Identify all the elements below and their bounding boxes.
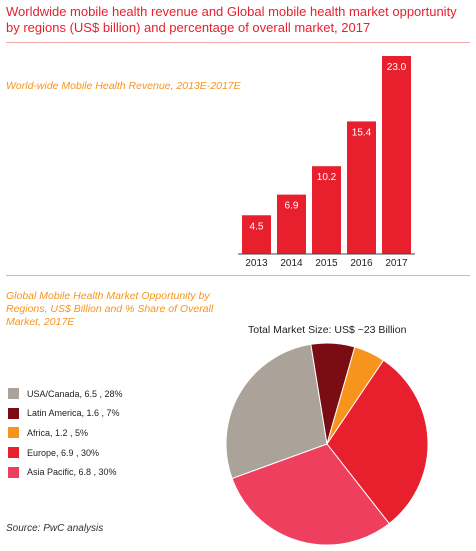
pie-slice [326, 359, 429, 525]
bar-value-label: 6.9 [285, 201, 299, 212]
bar-chart: 4.5 2013 6.9 2014 10.2 2015 15.4 2016 23.0 2017 [238, 56, 415, 269]
legend-label: Latin America, 1.6 , 7% [27, 408, 120, 419]
page-title: Worldwide mobile health revenue and Glob… [6, 4, 457, 35]
bar-category-label: 2016 [350, 258, 373, 269]
legend-swatch [8, 466, 19, 478]
legend-item: Europe, 6.9 , 30% [8, 443, 123, 463]
bar-2017 [382, 56, 411, 254]
bar-value-label: 23.0 [387, 62, 407, 73]
pie-chart [225, 342, 429, 546]
total-market-label: Total Market Size: US$ ~23 Billion [248, 324, 407, 336]
legend-item: Latin America, 1.6 , 7% [8, 404, 123, 424]
bar-value-label: 15.4 [352, 127, 372, 138]
bar-2013 [242, 215, 271, 254]
bar-chart-title: World-wide Mobile Health Revenue, 2013E-… [6, 80, 241, 92]
bar-value-label: 10.2 [317, 172, 337, 183]
legend-item: Africa, 1.2 , 5% [8, 423, 123, 443]
legend-label: Asia Pacific, 6.8 , 30% [27, 467, 117, 478]
legend-swatch [8, 447, 19, 459]
bar-value-label: 4.5 [250, 221, 264, 232]
pie-legend: USA/Canada, 6.5 , 28% Latin America, 1.6 … [8, 384, 123, 482]
bar-2015 [312, 166, 341, 254]
section-rule [6, 275, 470, 276]
legend-item: Asia Pacific, 6.8 , 30% [8, 462, 123, 482]
bar-category-label: 2015 [315, 258, 338, 269]
source-note: Source: PwC analysis [6, 523, 104, 534]
legend-swatch [8, 407, 19, 419]
pie-chart-title: Global Mobile Health Market Opportunity … [6, 290, 214, 328]
pie-slice [231, 443, 390, 546]
bar-category-label: 2013 [245, 258, 268, 269]
bar-category-label: 2017 [385, 258, 408, 269]
legend-swatch [8, 388, 19, 400]
bar-category-label: 2014 [280, 258, 303, 269]
legend-label: Africa, 1.2 , 5% [27, 427, 89, 438]
bar-2016 [347, 121, 376, 254]
legend-label: USA/Canada, 6.5 , 28% [27, 388, 123, 399]
legend-label: Europe, 6.9 , 30% [27, 447, 100, 458]
bar-2014 [277, 194, 306, 254]
legend-item: USA/Canada, 6.5 , 28% [8, 384, 123, 404]
pie-slice [225, 343, 328, 480]
title-rule [6, 42, 470, 43]
legend-swatch [8, 427, 19, 439]
